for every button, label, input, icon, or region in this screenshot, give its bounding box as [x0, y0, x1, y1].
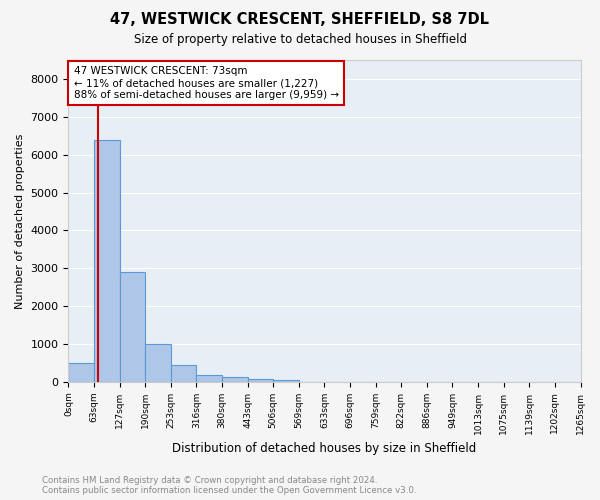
X-axis label: Distribution of detached houses by size in Sheffield: Distribution of detached houses by size …: [172, 442, 476, 455]
Bar: [171, 365, 196, 382]
Bar: [94, 140, 119, 382]
Bar: [68, 363, 94, 382]
Y-axis label: Number of detached properties: Number of detached properties: [15, 133, 25, 308]
Bar: [273, 380, 299, 382]
Text: 47, WESTWICK CRESCENT, SHEFFIELD, S8 7DL: 47, WESTWICK CRESCENT, SHEFFIELD, S8 7DL: [110, 12, 490, 28]
Text: Size of property relative to detached houses in Sheffield: Size of property relative to detached ho…: [133, 32, 467, 46]
Bar: [119, 272, 145, 382]
Bar: [248, 379, 273, 382]
Text: 47 WESTWICK CRESCENT: 73sqm
← 11% of detached houses are smaller (1,227)
88% of : 47 WESTWICK CRESCENT: 73sqm ← 11% of det…: [74, 66, 338, 100]
Bar: [222, 377, 248, 382]
Bar: [196, 375, 222, 382]
Text: Contains HM Land Registry data © Crown copyright and database right 2024.
Contai: Contains HM Land Registry data © Crown c…: [42, 476, 416, 495]
Bar: [145, 344, 171, 382]
